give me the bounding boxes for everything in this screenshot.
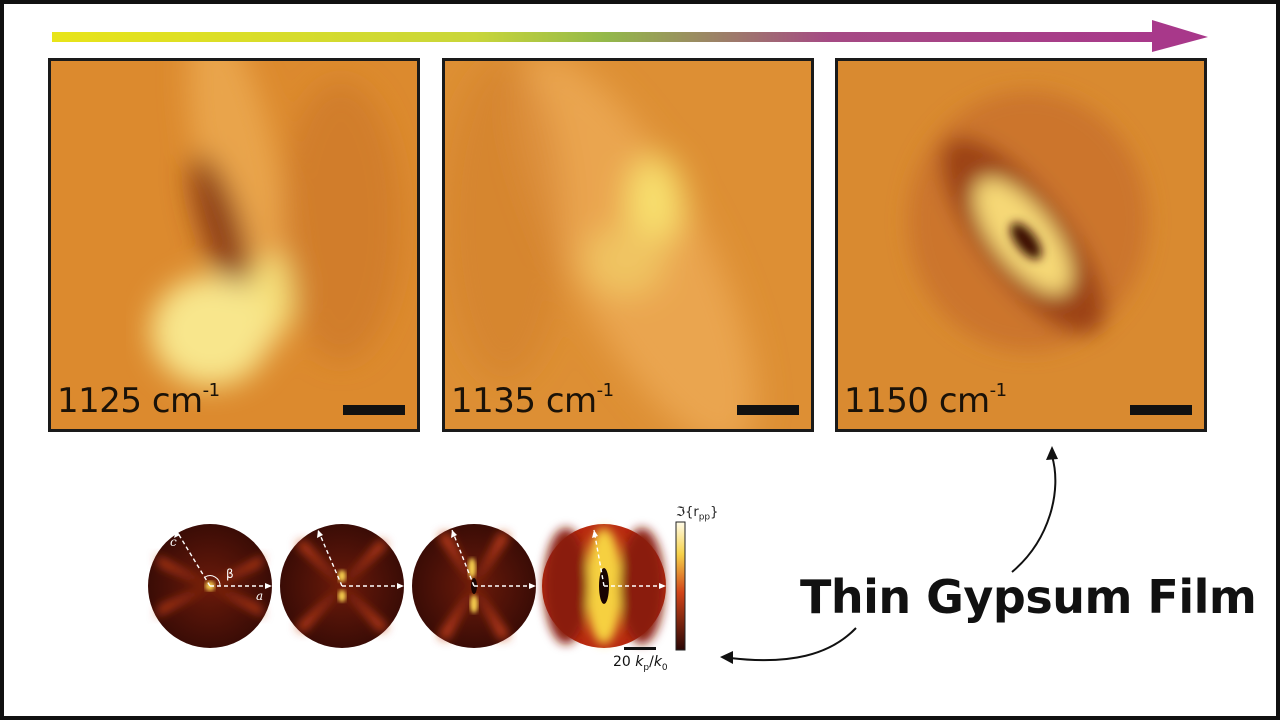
k-scale-label: 20 kp/k0 [613, 654, 668, 673]
disc-2 [280, 524, 404, 648]
wavenumber-label: 1150 cm-1 [844, 379, 1007, 421]
colorbar [675, 521, 686, 651]
wavenumber-label: 1125 cm-1 [57, 379, 220, 421]
c-axis-label: c [170, 535, 177, 549]
wavenumber-label: 1135 cm-1 [451, 379, 614, 421]
spectral-panel-1150: 1150 cm-1 [835, 58, 1207, 432]
scale-bar [737, 405, 799, 415]
spectral-panel-1135: 1135 cm-1 [442, 58, 814, 432]
gradient-arrow [52, 20, 1208, 52]
simulation-discs: β c a [148, 521, 686, 651]
colorbar-label: ℑ{rpp} [676, 505, 719, 523]
disc-4 [542, 524, 666, 650]
scale-bar [1130, 405, 1192, 415]
k-scale-bar [624, 647, 656, 650]
scale-bar [343, 405, 405, 415]
disc-3 [412, 524, 536, 648]
spectral-panel-1125: 1125 cm-1 [48, 58, 420, 432]
disc-1: β c a [148, 524, 272, 648]
a-axis-label: a [256, 589, 263, 603]
caption-thin-gypsum-film: Thin Gypsum Film [800, 570, 1257, 624]
beta-label: β [226, 567, 234, 581]
